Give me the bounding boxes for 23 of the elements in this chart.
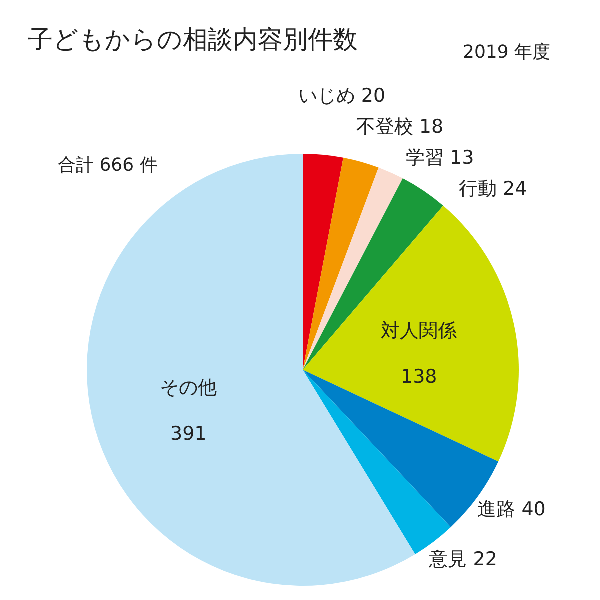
slice-label: 不登校	[356, 116, 414, 138]
chart-subtitle: 2019 年度	[463, 42, 551, 63]
pie-slice	[303, 154, 344, 370]
data-label: 391	[170, 423, 207, 446]
slice-label: いじめ	[298, 85, 356, 107]
slice-label: 意見	[429, 548, 468, 570]
slice-label: 学習	[406, 147, 444, 169]
data-label: 18	[419, 116, 444, 138]
slice-label: その他	[160, 377, 218, 400]
pie-slice	[303, 206, 519, 462]
data-label: 24	[503, 178, 528, 200]
pie-slice	[303, 370, 499, 528]
data-label: 138	[401, 366, 438, 388]
data-label: 20	[361, 85, 386, 107]
data-label: 22	[473, 548, 498, 570]
data-label: 13	[450, 147, 474, 169]
text: 合計 666 件	[58, 155, 158, 176]
slice-label: 対人関係	[381, 320, 458, 342]
slice-label: 行動	[458, 178, 497, 200]
pie-slice	[303, 158, 379, 370]
data-label: 40	[522, 498, 546, 521]
chart-title: 子どもからの相談内容別件数	[28, 25, 358, 54]
slice-label: 進路	[478, 498, 516, 521]
